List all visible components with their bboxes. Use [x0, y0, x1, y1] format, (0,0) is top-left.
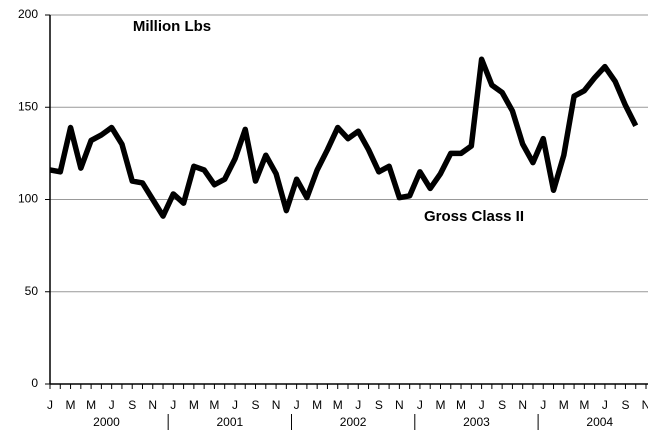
x-tick-label: J	[232, 398, 238, 412]
x-tick-label: M	[66, 398, 76, 412]
unit-annotation: Million Lbs	[133, 18, 211, 35]
x-tick-label: J	[417, 398, 423, 412]
x-tick-label: J	[355, 398, 361, 412]
year-label: 2003	[463, 415, 490, 429]
x-tick-label: J	[109, 398, 115, 412]
year-label: 2001	[216, 415, 243, 429]
x-tick-label: S	[128, 398, 136, 412]
x-tick-label: J	[479, 398, 485, 412]
y-tick-label: 200	[18, 7, 38, 21]
x-tick-label: M	[189, 398, 199, 412]
x-tick-label: N	[518, 398, 527, 412]
x-tick-label: S	[252, 398, 260, 412]
x-tick-label: J	[540, 398, 546, 412]
data-line	[49, 56, 639, 219]
y-tick-label: 50	[25, 284, 39, 298]
year-label: 2000	[93, 415, 120, 429]
y-tick-label: 100	[18, 192, 38, 206]
series-annotation: Gross Class II	[424, 208, 524, 225]
x-tick-label: M	[333, 398, 343, 412]
x-tick-label: S	[498, 398, 506, 412]
year-label: 2004	[586, 415, 613, 429]
year-label: 2002	[340, 415, 367, 429]
x-tick-label: S	[375, 398, 383, 412]
x-tick-label: M	[456, 398, 466, 412]
x-tick-label: N	[395, 398, 404, 412]
x-tick-label: S	[621, 398, 629, 412]
x-tick-label: M	[312, 398, 322, 412]
x-tick-label: J	[294, 398, 300, 412]
x-tick-label: M	[209, 398, 219, 412]
y-tick-label: 0	[31, 376, 38, 390]
x-tick-label: M	[86, 398, 96, 412]
y-tick-label: 150	[18, 99, 38, 113]
x-tick-label: M	[559, 398, 569, 412]
x-tick-label: N	[272, 398, 281, 412]
x-tick-label: N	[642, 398, 648, 412]
x-tick-label: M	[435, 398, 445, 412]
x-tick-label: J	[47, 398, 53, 412]
x-tick-label: M	[579, 398, 589, 412]
x-tick-label: J	[602, 398, 608, 412]
x-tick-label: N	[148, 398, 157, 412]
x-tick-label: J	[170, 398, 176, 412]
